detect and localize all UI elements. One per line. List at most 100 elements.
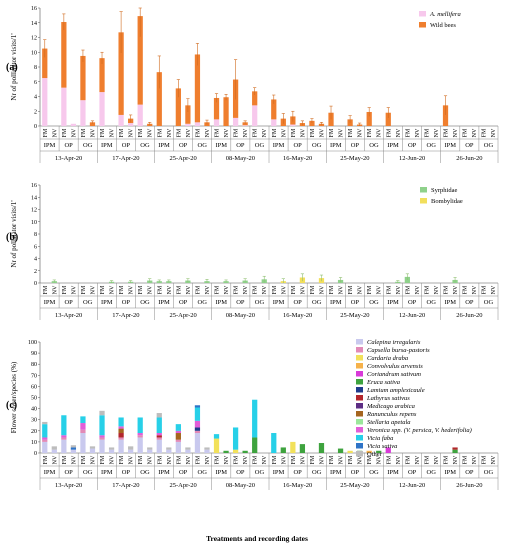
bar-segment [80, 429, 86, 434]
x-bar-label: NV [434, 455, 440, 464]
x-bar-label: FM [310, 128, 316, 137]
x-bar-label: NV [377, 128, 383, 137]
x-bar-label: FM [119, 455, 125, 464]
y-axis-label: Flower cover/species (%) [10, 361, 18, 433]
legend-label: Ranunculus repens [366, 411, 417, 418]
x-bar-label: FM [176, 285, 182, 294]
bar-segment [194, 427, 201, 431]
x-bar-label: NV [148, 455, 154, 464]
x-treatment-label: IPM [158, 142, 170, 149]
y-tick-label: 8 [34, 232, 37, 238]
x-bar-label: NV [110, 285, 116, 294]
bar-segment [42, 441, 48, 453]
x-bar-label: FM [291, 128, 297, 137]
y-tick-label: 30 [31, 418, 37, 424]
bar-segment [271, 119, 277, 126]
x-bar-label: FM [81, 285, 87, 294]
x-treatment-label: IPM [445, 469, 457, 476]
x-bar-label: FM [424, 455, 430, 464]
bar-segment [147, 449, 153, 453]
x-treatment-label: IPM [216, 469, 228, 476]
bar-segment [232, 117, 239, 126]
x-bar-label: FM [138, 128, 144, 137]
x-bar-label: NV [110, 128, 116, 137]
x-treatment-label: OP [408, 299, 417, 306]
x-bar-label: FM [157, 455, 163, 464]
legend-label: Cardaria draba [367, 355, 408, 362]
x-bar-label: NV [491, 285, 497, 294]
x-treatment-label: IPM [101, 469, 113, 476]
x-bar-label: NV [224, 455, 230, 464]
y-tick-label: 14 [31, 21, 37, 27]
y-tick-label: 60 [31, 384, 37, 390]
x-bar-label: FM [291, 455, 297, 464]
bar-segment [194, 54, 201, 123]
bar-segment [166, 449, 172, 453]
x-bar-label: NV [281, 455, 287, 464]
bar-segment [194, 420, 201, 428]
x-bar-label: NV [262, 455, 268, 464]
x-date-label: 25-Apr-20 [169, 155, 196, 162]
x-bar-label: FM [386, 285, 392, 294]
x-bar-label: NV [358, 455, 364, 464]
x-date-label: 25-May-20 [340, 155, 369, 162]
bar-segment [156, 433, 162, 436]
x-treatment-label: OP [351, 142, 360, 149]
bar-segment [194, 430, 201, 434]
x-treatment-label: IPM [101, 299, 113, 306]
bar-segment [80, 416, 86, 424]
bar-segment [118, 426, 124, 429]
x-bar-label: NV [300, 455, 306, 464]
x-bar-label: NV [110, 455, 116, 464]
legend-label: Wild bees [430, 22, 456, 29]
bar-segment [194, 433, 201, 453]
bar-segment [442, 105, 449, 126]
y-tick-label: 12 [31, 208, 37, 214]
x-treatment-label: OG [140, 469, 150, 476]
x-bar-label: NV [339, 285, 345, 294]
x-bar-label: FM [463, 455, 469, 464]
x-bar-label: NV [90, 455, 96, 464]
y-tick-label: 20 [31, 429, 37, 435]
x-bar-label: NV [358, 128, 364, 137]
x-treatment-label: OG [427, 142, 437, 149]
x-bar-label: FM [482, 455, 488, 464]
bar-segment [118, 433, 124, 438]
bar-segment [89, 448, 96, 453]
x-bar-label: NV [396, 455, 402, 464]
x-bar-label: FM [444, 455, 450, 464]
x-bar-label: FM [62, 285, 68, 294]
x-bar-label: FM [405, 128, 411, 137]
bar-segment [89, 122, 96, 126]
bar-segment [452, 447, 458, 450]
x-bar-label: FM [424, 285, 430, 294]
x-bar-label: FM [62, 128, 68, 137]
legend-swatch [356, 371, 363, 377]
x-date-label: 16-May-20 [283, 155, 312, 162]
x-bar-label: NV [186, 285, 192, 294]
y-tick-label: 14 [31, 195, 37, 201]
x-treatment-label: OG [198, 469, 208, 476]
x-bar-label: FM [405, 285, 411, 294]
x-bar-label: FM [215, 455, 221, 464]
x-treatment-label: OG [369, 469, 379, 476]
legend-swatch [356, 411, 363, 417]
x-bar-label: FM [367, 455, 373, 464]
x-treatment-label: OG [427, 299, 437, 306]
bar-segment [175, 441, 181, 453]
bar-segment [213, 97, 220, 120]
x-treatment-label: OP [64, 469, 73, 476]
x-bar-label: FM [272, 128, 278, 137]
x-treatment-label: OP [236, 142, 245, 149]
x-treatment-label: OP [179, 142, 188, 149]
legend-swatch [356, 427, 363, 433]
x-treatment-label: IPM [216, 142, 228, 149]
bar-segment [99, 415, 105, 436]
x-treatment-label: IPM [101, 142, 113, 149]
x-axis-title: Treatments and recording dates [206, 534, 308, 543]
x-bar-label: FM [272, 285, 278, 294]
x-bar-label: NV [453, 455, 459, 464]
x-bar-label: NV [358, 285, 364, 294]
x-bar-label: FM [81, 455, 87, 464]
bar-segment [61, 22, 67, 88]
